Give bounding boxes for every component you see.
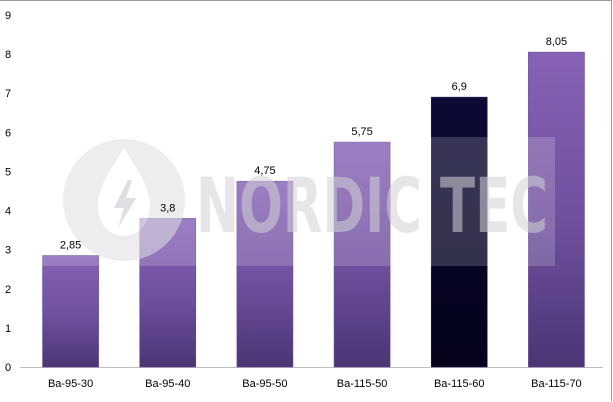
x-axis-labels: Ba-95-30 Ba-95-40 Ba-95-50 Ba-115-50 Ba-115-… [48, 378, 582, 390]
data-labels: 2,85 3,8 4,75 5,75 6,9 8,05 [60, 36, 567, 251]
y-tick-label: 2 [5, 284, 11, 296]
bar [42, 255, 99, 368]
watermark: NORDIC TEC [63, 139, 548, 261]
y-tick-label: 5 [5, 166, 11, 178]
y-tick-label: 8 [5, 49, 11, 61]
bar [236, 180, 294, 368]
x-tick-label: Ba-95-40 [145, 378, 190, 390]
y-tick-label: 6 [5, 127, 11, 139]
data-label: 3,8 [160, 202, 175, 214]
data-label: 8,05 [546, 36, 567, 48]
y-tick-label: 7 [5, 88, 11, 100]
data-label: 4,75 [254, 165, 275, 177]
data-label: 6,9 [452, 81, 467, 93]
y-axis: 0 1 2 3 4 5 6 7 8 9 [5, 10, 603, 374]
bar [333, 141, 391, 368]
x-tick-label: Ba-115-70 [531, 378, 582, 390]
y-tick-label: 9 [5, 10, 11, 22]
y-tick-label: 1 [5, 323, 11, 335]
bar [430, 96, 488, 368]
watermark-band [35, 137, 555, 266]
x-tick-label: Ba-95-50 [242, 378, 287, 390]
watermark-text: NORDIC TEC [196, 161, 548, 250]
bar [528, 51, 585, 368]
data-label: 5,75 [351, 126, 372, 138]
y-tick-label: 4 [5, 206, 11, 218]
y-tick-label: 0 [5, 362, 11, 374]
x-tick-label: Ba-95-30 [48, 378, 93, 390]
x-tick-label: Ba-115-50 [337, 378, 388, 390]
data-label: 2,85 [60, 240, 81, 252]
y-tick-label: 3 [5, 245, 11, 257]
x-tick-label: Ba-115-60 [434, 378, 485, 390]
